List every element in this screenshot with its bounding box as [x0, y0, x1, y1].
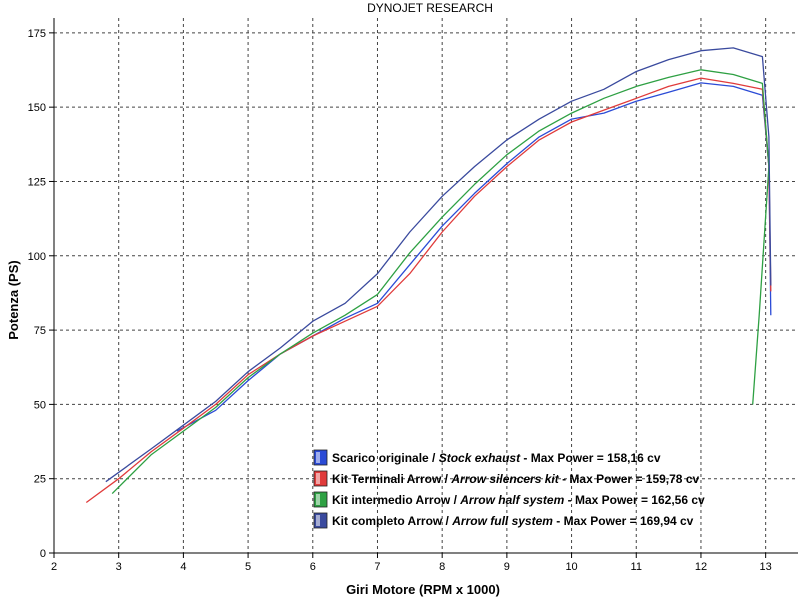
x-tick-label: 7: [374, 561, 380, 573]
legend-label-tail: - Max Power = 162,56 cv: [564, 493, 705, 507]
legend-swatch: [313, 449, 328, 466]
legend-label-tail: - Max Power = 158,16 cv: [520, 451, 661, 465]
legend-label: Scarico originale / Stock exhaust - Max …: [332, 451, 661, 465]
legend-label-main: Kit completo Arrow /: [332, 514, 452, 528]
y-axis-label: Potenza (PS): [6, 260, 21, 339]
chart-title: DYNOJET RESEARCH: [367, 1, 493, 15]
x-tick-labels: 2 3 4 5 6 7 8 9 10 11 12 13: [51, 561, 772, 573]
x-tick-label: 3: [116, 561, 122, 573]
series-line-2: [85, 77, 772, 504]
legend-label-main: Scarico originale /: [332, 451, 439, 465]
legend-label: Kit completo Arrow / Arrow full system -…: [332, 514, 694, 528]
legend-label-italic: Arrow half system: [459, 493, 564, 507]
y-tick-label: 0: [40, 548, 46, 560]
legend-item: Kit intermedio Arrow / Arrow half system…: [313, 491, 705, 508]
y-tick-label: 175: [28, 28, 46, 40]
legend-swatch-highlight: [316, 452, 320, 463]
x-tick-label: 2: [51, 561, 57, 573]
legend-label-main: Kit intermedio Arrow /: [332, 493, 460, 507]
x-tick-label: 6: [310, 561, 316, 573]
series-line-4: [105, 47, 772, 483]
legend-swatch-highlight: [316, 515, 320, 526]
legend-item: Scarico originale / Stock exhaust - Max …: [313, 449, 661, 466]
x-tick-label: 10: [565, 561, 577, 573]
y-tick-label: 125: [28, 176, 46, 188]
legend-label-italic: Arrow silencers kit: [450, 472, 559, 486]
plot-frame: [49, 18, 798, 558]
x-tick-label: 5: [245, 561, 251, 573]
y-tick-label: 75: [34, 325, 46, 337]
legend-label-italic: Stock exhaust: [439, 451, 521, 465]
legend-swatch-highlight: [316, 494, 320, 505]
legend-item: Kit Terminali Arrow / Arrow silencers ki…: [313, 470, 699, 487]
legend-label-tail: - Max Power = 159,78 cv: [559, 472, 700, 486]
legend: Scarico originale / Stock exhaust - Max …: [313, 449, 705, 529]
y-tick-label: 25: [34, 474, 46, 486]
y-tick-labels: 0 25 50 75 100 125 150 175: [28, 28, 46, 560]
legend-item: Kit completo Arrow / Arrow full system -…: [313, 512, 694, 529]
legend-swatch-highlight: [316, 473, 320, 484]
series-line-3: [111, 69, 770, 495]
grid: [54, 18, 798, 553]
series-lines: [85, 47, 772, 504]
legend-swatch: [313, 491, 328, 508]
x-axis-label: Giri Motore (RPM x 1000): [346, 582, 500, 597]
legend-label: Kit Terminali Arrow / Arrow silencers ki…: [332, 472, 699, 486]
x-tick-label: 13: [760, 561, 772, 573]
x-tick-label: 8: [439, 561, 445, 573]
y-tick-label: 100: [28, 251, 46, 263]
y-tick-label: 50: [34, 399, 46, 411]
series-line-1: [176, 82, 772, 432]
y-tick-label: 150: [28, 102, 46, 114]
x-tick-label: 11: [631, 561, 642, 573]
legend-label-italic: Arrow full system: [451, 514, 553, 528]
legend-label-tail: - Max Power = 169,94 cv: [553, 514, 694, 528]
x-tick-label: 12: [695, 561, 707, 573]
legend-swatch: [313, 512, 328, 529]
legend-swatch: [313, 470, 328, 487]
legend-label: Kit intermedio Arrow / Arrow half system…: [332, 493, 705, 507]
x-tick-label: 9: [504, 561, 510, 573]
x-tick-label: 4: [180, 561, 186, 573]
legend-label-main: Kit Terminali Arrow /: [332, 472, 451, 486]
